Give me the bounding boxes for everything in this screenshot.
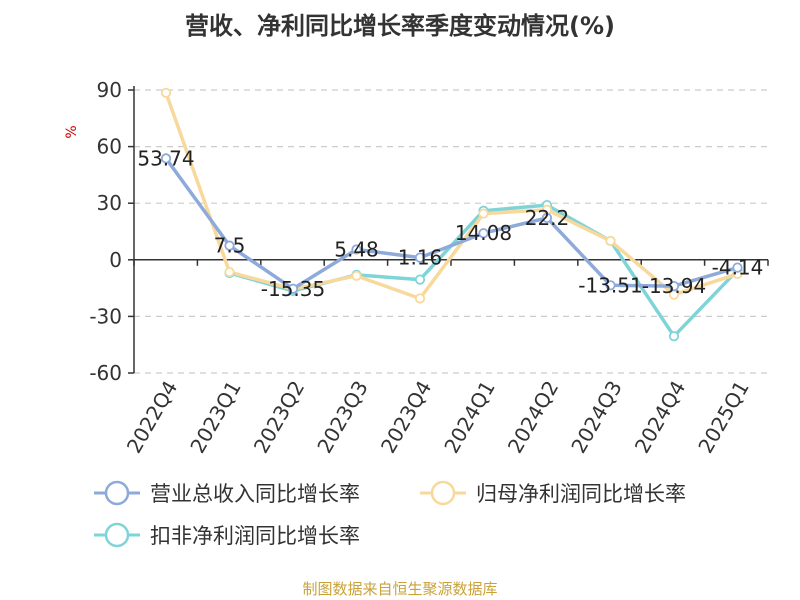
chart-title: 营收、净利同比增长率季度变动情况(%) [185,12,615,40]
data-point [541,212,553,224]
x-tick-label: 2023Q1 [185,377,245,458]
legend-line-circle-icon [94,522,140,548]
data-label: 1.16 [398,246,443,270]
data-point [668,331,680,342]
y-tick-label: -60 [89,361,122,385]
x-tick-label: 2024Q2 [503,377,563,458]
data-point [160,87,172,98]
x-tick-label: 2022Q4 [122,377,182,458]
data-point [668,281,680,292]
data-point [605,280,616,291]
data-label: 5.48 [334,237,379,261]
x-tick-label: 2024Q4 [630,377,690,458]
series-lines [164,92,739,338]
x-tick-labels: 2022Q4 2023Q1 2023Q2 2023Q3 2023Q4 2024Q1 2024… [122,377,754,458]
y-tick-label: 60 [97,135,122,159]
y-tick-label: 30 [97,191,122,215]
data-label: 22.2 [525,206,570,230]
x-tick-label: 2024Q3 [566,377,626,458]
series-line [164,157,738,291]
series-line [164,92,739,301]
data-label: -13.51 [578,273,642,297]
legend-label: 营业总收入同比增长率 [150,482,360,506]
data-point [414,293,426,304]
data-label: 7.5 [214,234,246,258]
legend-item-revenue[interactable]: 营业总收入同比增长率 [94,478,360,508]
x-tick-label: 2023Q4 [376,377,436,458]
x-tick-label: 2023Q2 [249,377,309,458]
data-point [224,266,235,278]
data-point [478,228,489,239]
data-point [605,235,616,247]
data-point [414,252,426,263]
data-point [414,274,426,285]
x-tick-label: 2025Q1 [693,377,753,458]
data-point [351,270,362,281]
y-tick-label: 90 [97,78,122,102]
y-tick-label: 0 [109,248,122,272]
data-label: 14.08 [455,221,512,245]
data-point [224,240,235,251]
data-point [287,283,299,294]
data-label: -4.14 [712,256,764,280]
legend-label: 归母净利润同比增长率 [476,482,686,506]
legend-line-circle-icon [420,480,466,506]
y-axis-unit-label: % [64,125,80,138]
data-label: -15.35 [261,277,325,301]
legend-item-net-profit[interactable]: 归母净利润同比增长率 [420,478,686,508]
data-point [478,208,489,219]
data-point [160,153,172,164]
legend-item-deducted-net-profit[interactable]: 扣非净利润同比增长率 [94,520,360,550]
legend-line-circle-icon [94,480,140,506]
data-point [732,262,743,273]
x-tick-label: 2024Q1 [439,377,499,458]
axes [128,86,769,374]
data-label: -13.94 [642,274,706,298]
series-points [160,87,743,342]
legend-label: 扣非净利润同比增长率 [150,524,360,548]
grid-lines [134,89,768,374]
data-point [351,244,362,255]
y-tick-label: -30 [89,304,122,328]
data-label: 53.74 [137,146,194,170]
data-labels: 53.74 7.5 -15.35 5.48 1.16 14.08 22.2 -13.51 -13… [137,146,763,300]
x-tick-label: 2023Q3 [312,377,372,458]
y-tick-labels: 90 60 30 0 -30 -60 [89,78,122,385]
source-note: 制图数据来自恒生聚源数据库 [302,580,498,598]
